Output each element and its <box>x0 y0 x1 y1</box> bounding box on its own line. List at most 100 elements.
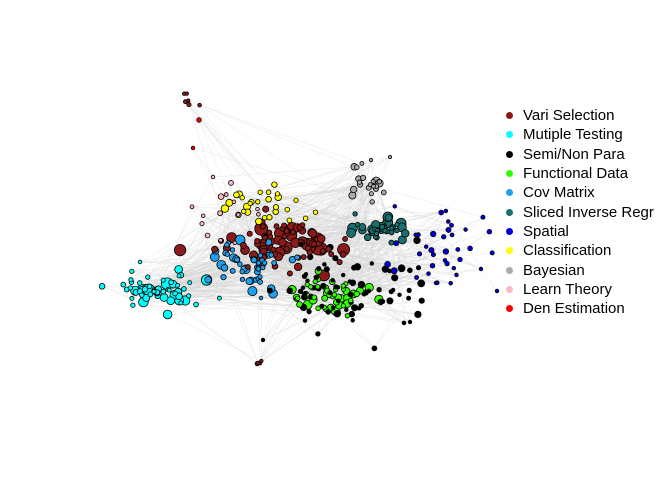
network-edge <box>192 147 452 226</box>
network-edge <box>335 232 352 287</box>
network-edge <box>268 255 333 297</box>
network-node <box>350 185 358 194</box>
network-node <box>335 298 341 304</box>
network-node <box>344 307 349 313</box>
network-node <box>357 306 362 311</box>
network-node <box>387 268 392 274</box>
network-node <box>371 345 378 352</box>
legend-label: Bayesian <box>523 261 585 279</box>
legend: Vari Selection Mutiple Testing Semi/Non … <box>506 106 654 318</box>
network-node <box>390 267 398 275</box>
network-node <box>186 98 191 103</box>
network-edge <box>139 191 261 263</box>
network-node <box>330 278 335 283</box>
network-node <box>271 260 277 266</box>
network-node <box>369 261 374 266</box>
network-edge <box>192 147 214 178</box>
network-node <box>197 102 202 108</box>
network-edge <box>239 193 383 228</box>
network-node <box>325 308 332 315</box>
network-node <box>430 230 437 238</box>
network-node <box>141 286 149 293</box>
network-node <box>394 221 400 228</box>
network-node <box>352 211 358 217</box>
network-node <box>223 192 229 197</box>
network-node <box>407 267 413 274</box>
network-node <box>224 242 230 248</box>
network-node <box>414 275 420 280</box>
legend-label: Classification <box>523 242 612 260</box>
network-node <box>260 265 266 271</box>
network-node <box>128 277 134 283</box>
legend-swatch <box>506 189 513 197</box>
network-node <box>298 241 304 247</box>
network-node <box>290 229 297 236</box>
network-node <box>244 264 251 270</box>
network-node <box>247 286 258 297</box>
network-node <box>316 234 326 243</box>
network-node <box>478 266 484 272</box>
network-edge <box>242 159 372 198</box>
network-node <box>363 233 372 242</box>
network-node <box>397 264 406 273</box>
network-node <box>340 272 346 278</box>
network-node <box>175 282 180 288</box>
network-node <box>376 287 382 293</box>
network-node <box>220 274 227 281</box>
network-node <box>480 214 486 220</box>
network-node <box>239 195 245 201</box>
network-edge <box>123 276 148 285</box>
network-node <box>441 234 447 240</box>
network-edge <box>352 195 482 270</box>
network-node <box>321 294 329 302</box>
network-node <box>204 276 212 284</box>
network-node <box>457 256 463 263</box>
network-node <box>268 252 274 258</box>
network-node <box>308 284 314 290</box>
network-node <box>308 228 318 238</box>
network-node <box>444 260 450 267</box>
network-node <box>160 288 167 295</box>
network-node <box>257 252 264 258</box>
network-edge <box>175 293 297 300</box>
network-node <box>379 223 386 230</box>
legend-item-classification: Classification <box>506 241 654 260</box>
network-node <box>303 290 308 296</box>
network-edge <box>221 177 364 197</box>
legend-label: Semi/Non Para <box>523 145 625 163</box>
network-node <box>312 278 318 285</box>
network-node <box>255 266 262 272</box>
network-node <box>130 302 136 308</box>
network-node <box>361 291 367 297</box>
network-edge <box>257 290 347 364</box>
network-node <box>351 264 357 271</box>
network-node <box>260 337 266 343</box>
network-edge <box>206 182 232 281</box>
network-node <box>380 189 387 196</box>
network-node <box>127 285 133 291</box>
network-node <box>316 265 322 272</box>
legend-label: Functional Data <box>523 165 629 183</box>
network-edge <box>277 189 354 195</box>
network-node <box>339 251 347 258</box>
network-node <box>160 277 166 283</box>
network-node <box>446 219 451 224</box>
network-node <box>463 227 468 232</box>
network-node <box>176 273 182 279</box>
network-node <box>262 205 270 213</box>
network-edge <box>304 181 380 277</box>
network-node <box>271 181 278 188</box>
network-node <box>178 300 184 306</box>
network-edge <box>201 196 279 224</box>
network-node <box>189 204 195 210</box>
network-edge <box>352 216 484 284</box>
network-node <box>261 234 268 241</box>
network-node <box>302 215 309 222</box>
network-node <box>355 221 361 228</box>
network-node <box>319 303 325 309</box>
network-node <box>257 189 263 195</box>
network-node <box>286 287 293 294</box>
network-edge <box>324 264 437 284</box>
network-edge <box>342 232 352 286</box>
network-node <box>327 290 333 296</box>
